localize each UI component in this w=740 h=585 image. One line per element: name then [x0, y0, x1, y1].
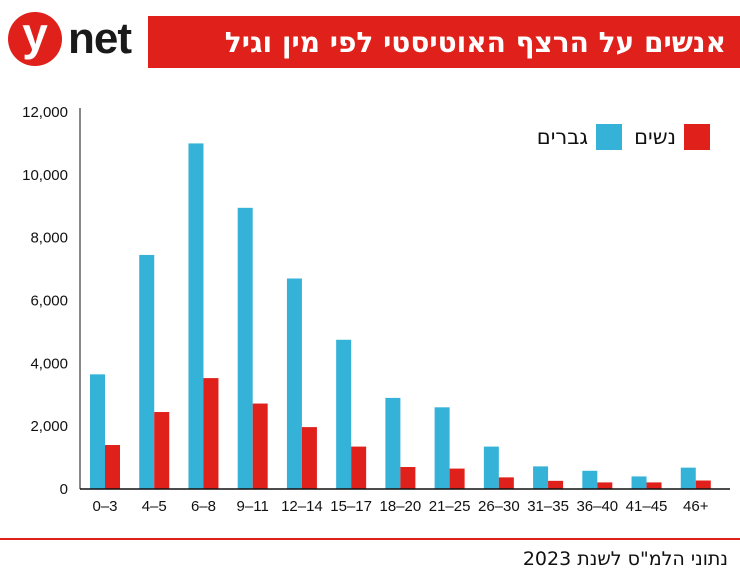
- y-tick-label: 2,000: [30, 418, 68, 435]
- x-tick-label: 12–14: [281, 498, 323, 515]
- y-tick-label: 0: [60, 481, 68, 498]
- legend-label-men: גברים: [536, 125, 589, 149]
- chart-title-bar: אנשים על הרצף האוטיסטי לפי מין וגיל: [148, 16, 740, 68]
- x-tick-label: 0–3: [92, 498, 117, 515]
- bar-men: [237, 207, 253, 489]
- bar-men: [188, 143, 204, 489]
- bar-men: [680, 467, 696, 489]
- x-tick-label: 36–40: [576, 498, 618, 515]
- legend-label-women: נשים: [634, 125, 676, 149]
- bar-men: [139, 254, 155, 489]
- logo-text: net: [68, 14, 132, 63]
- bar-women: [695, 480, 711, 489]
- bar-men: [385, 397, 401, 489]
- x-axis-ticks: 0–3 4–5 6–8 9–11 12–14 15–17 18–20 21–25 26–30 31…: [92, 498, 708, 515]
- x-tick-label: 26–30: [478, 498, 520, 515]
- bar-women: [597, 482, 613, 489]
- bar-men: [631, 476, 647, 489]
- logo-circle: y: [8, 11, 62, 66]
- bar-women: [154, 412, 170, 489]
- bar-women: [498, 477, 514, 489]
- y-tick-label: 10,000: [22, 167, 68, 184]
- legend-item-women: נשים: [634, 124, 710, 150]
- bar-women: [400, 467, 416, 489]
- x-tick-label: 9–11: [237, 498, 269, 515]
- y-tick-label: 12,000: [22, 104, 68, 121]
- x-tick-label: 21–25: [429, 498, 471, 515]
- bar-men: [582, 470, 598, 489]
- bar-women: [203, 378, 219, 489]
- y-axis-ticks: 0 2,000 4,000 6,000 8,000 10,000 12,000: [22, 104, 68, 498]
- bar-chart: 0 2,000 4,000 6,000 8,000 10,000 12,000 0–3 4–5…: [22, 104, 730, 515]
- bar-men: [533, 466, 549, 489]
- footer-divider: [0, 538, 740, 540]
- legend-item-men: גברים: [536, 124, 623, 150]
- bar-men: [336, 339, 352, 489]
- y-tick-label: 6,000: [30, 293, 68, 310]
- bar-women: [105, 445, 120, 489]
- x-tick-label: 4–5: [142, 498, 167, 515]
- bar-women: [646, 482, 662, 489]
- bar-men: [286, 278, 302, 489]
- y-tick-label: 8,000: [30, 230, 68, 247]
- chart-legend: נשים גברים: [537, 124, 710, 150]
- y-tick-label: 4,000: [30, 355, 68, 372]
- chart-title: אנשים על הרצף האוטיסטי לפי מין וגיל: [224, 25, 726, 59]
- x-tick-label: 31–35: [527, 498, 569, 515]
- bar-women: [449, 468, 465, 489]
- source-note: נתוני הלמ"ס לשנת 2023: [522, 548, 728, 570]
- x-tick-label: 6–8: [191, 498, 216, 515]
- x-tick-label: 46+: [683, 498, 709, 515]
- x-tick-label: 18–20: [380, 498, 422, 515]
- bar-men: [90, 374, 105, 489]
- legend-swatch-women: [684, 124, 710, 150]
- x-tick-label: 15–17: [330, 498, 372, 515]
- ynet-logo: y net: [8, 10, 132, 68]
- bar-women: [252, 403, 268, 489]
- bar-men: [434, 407, 450, 489]
- bar-women: [301, 427, 317, 489]
- bars: [90, 143, 711, 489]
- x-tick-label: 41–45: [626, 498, 668, 515]
- bar-men: [483, 446, 499, 489]
- bar-women: [351, 446, 367, 489]
- legend-swatch-men: [596, 124, 623, 150]
- bar-women: [548, 480, 564, 489]
